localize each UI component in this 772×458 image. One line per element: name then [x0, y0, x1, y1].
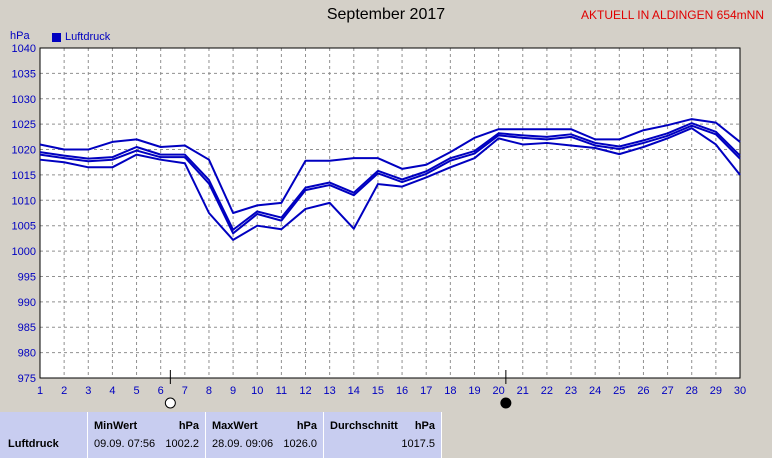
y-tick-label: 1010 — [12, 195, 36, 207]
max-time: 28.09. 09:06 — [212, 438, 274, 450]
y-tick-label: 1025 — [12, 119, 36, 131]
min-header: MinWert — [94, 420, 138, 432]
x-tick-label: 5 — [133, 385, 139, 397]
x-tick-label: 2 — [61, 385, 67, 397]
min-cell: MinWert hPa 09.09. 07:56 1002.2 — [88, 412, 206, 458]
x-tick-label: 23 — [565, 385, 577, 397]
series-line-avg_lower — [39, 124, 741, 235]
x-tick-label: 6 — [158, 385, 164, 397]
x-tick-label: 26 — [637, 385, 649, 397]
min-value: 1002.2 — [165, 438, 199, 450]
legend-label: Luftdruck — [65, 31, 111, 43]
legend: Luftdruck — [52, 31, 110, 43]
x-tick-label: 12 — [299, 385, 311, 397]
stats-row-label: Luftdruck — [8, 438, 59, 450]
x-tick-label: 19 — [468, 385, 480, 397]
x-tick-label: 17 — [420, 385, 432, 397]
y-axis-unit: hPa — [10, 30, 30, 42]
x-tick-label: 9 — [230, 385, 236, 397]
x-tick-label: 11 — [276, 385, 287, 397]
x-tick-label: 4 — [109, 385, 115, 397]
y-tick-label: 1015 — [12, 170, 36, 182]
y-tick-label: 990 — [18, 297, 36, 309]
legend-swatch — [52, 32, 61, 42]
series-line-min — [39, 127, 741, 241]
x-tick-label: 28 — [686, 385, 698, 397]
y-tick-label: 975 — [18, 373, 36, 385]
y-tick-label: 1000 — [12, 246, 36, 258]
min-time: 09.09. 07:56 — [94, 438, 156, 450]
x-tick-label: 30 — [734, 385, 746, 397]
y-tick-label: 995 — [18, 271, 36, 283]
series-line-max — [39, 118, 741, 214]
avg-cell: Durchschnitt hPa 1017.5 — [324, 412, 442, 458]
x-tick-label: 10 — [251, 385, 263, 397]
x-tick-label: 1 — [37, 385, 43, 397]
y-tick-label: 1020 — [12, 145, 36, 157]
x-tick-label: 21 — [517, 385, 529, 397]
min-unit: hPa — [178, 420, 199, 432]
full-moon-icon — [164, 397, 176, 409]
stats-spacer — [442, 412, 772, 458]
series-line-avg_upper — [39, 122, 741, 231]
x-tick-label: 3 — [85, 385, 91, 397]
y-tick-label: 980 — [18, 348, 36, 360]
x-tick-label: 27 — [661, 385, 673, 397]
x-tick-label: 14 — [348, 385, 360, 397]
plot-frame — [39, 47, 741, 379]
x-tick-label: 13 — [324, 385, 336, 397]
x-tick-label: 25 — [613, 385, 625, 397]
max-unit: hPa — [296, 420, 317, 432]
plot-area — [40, 48, 740, 378]
x-tick-label: 8 — [206, 385, 212, 397]
avg-value: 1017.5 — [401, 438, 435, 450]
stats-table: Luftdruck MinWert hPa 09.09. 07:56 1002.… — [0, 412, 772, 458]
x-tick-label: 16 — [396, 385, 408, 397]
x-tick-label: 15 — [372, 385, 384, 397]
max-cell: MaxWert hPa 28.09. 09:06 1026.0 — [206, 412, 324, 458]
y-tick-label: 1035 — [12, 68, 36, 80]
new-moon-icon — [500, 397, 512, 409]
y-tick-label: 1005 — [12, 221, 36, 233]
pressure-chart: 9759809859909951000100510101015102010251… — [12, 43, 746, 409]
avg-header: Durchschnitt — [330, 420, 398, 432]
x-tick-label: 18 — [444, 385, 456, 397]
x-tick-label: 22 — [541, 385, 553, 397]
stats-label-cell: Luftdruck — [0, 412, 88, 458]
y-tick-label: 1030 — [12, 94, 36, 106]
x-tick-label: 24 — [589, 385, 601, 397]
max-value: 1026.0 — [283, 438, 317, 450]
y-tick-label: 985 — [18, 322, 36, 334]
x-tick-label: 20 — [492, 385, 504, 397]
y-tick-label: 1040 — [12, 43, 36, 55]
chart-title: September 2017 — [326, 6, 446, 23]
station-label: AKTUELL IN ALDINGEN 654mNN — [581, 8, 764, 22]
x-tick-label: 7 — [182, 385, 188, 397]
avg-unit: hPa — [414, 420, 435, 432]
x-tick-label: 29 — [710, 385, 722, 397]
max-header: MaxWert — [212, 420, 258, 432]
